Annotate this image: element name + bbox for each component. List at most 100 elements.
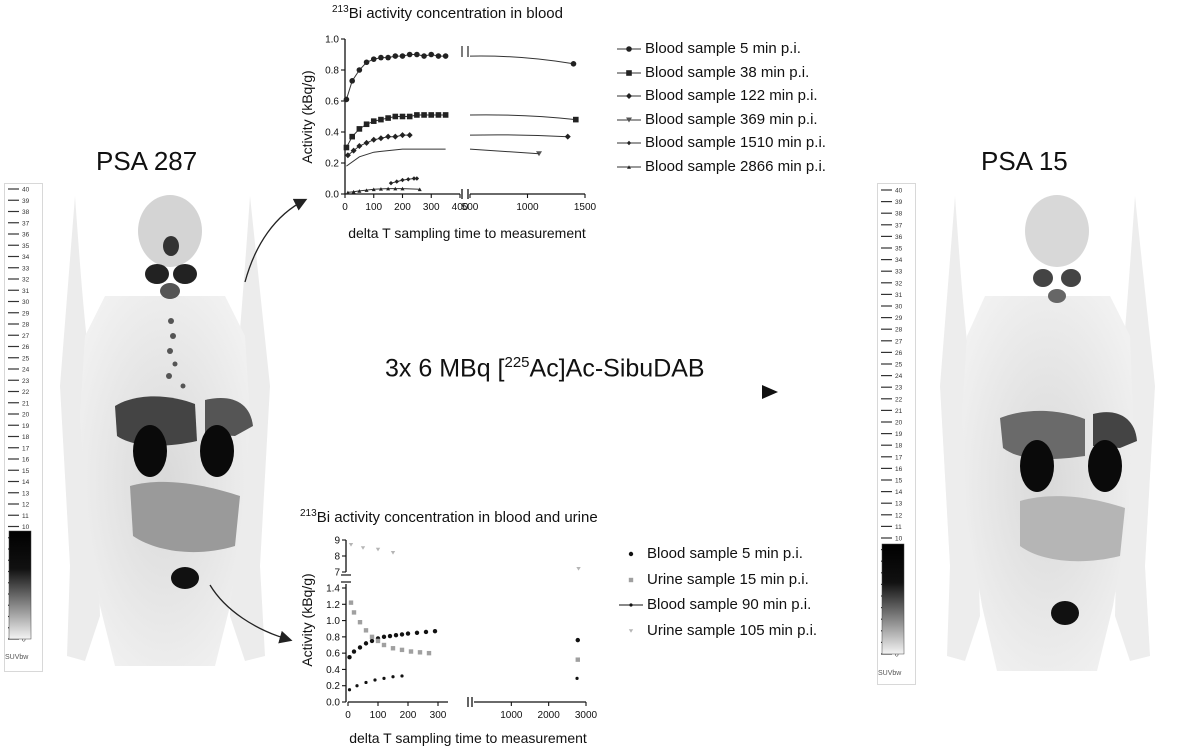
scale-tick-label: 30 — [22, 299, 30, 306]
series-3 — [348, 543, 581, 571]
data-point — [414, 176, 420, 181]
legend-symbol — [626, 93, 632, 100]
y-axis-label: Activity (kBq/g) — [299, 573, 315, 666]
y-tick-label: 0.8 — [326, 632, 340, 643]
data-point — [370, 56, 377, 62]
legend-item: Blood sample 1510 min p.i. — [616, 134, 826, 151]
data-point — [378, 187, 383, 191]
treatment-prefix: 3x 6 MBq [ — [385, 354, 505, 383]
data-point — [423, 629, 429, 635]
scale-tick-label: 40 — [22, 187, 30, 194]
x-tick-label: 3000 — [575, 710, 598, 721]
series-curve — [347, 188, 420, 193]
bottom-chart: 0.0 0.2 0.4 0.6 0.8 1.0 1.2 1.4 7 8 9 0 100 200 300 100… — [299, 536, 598, 747]
scale-tick-label: 0 — [22, 637, 26, 644]
legend-symbol — [629, 603, 633, 607]
y-axis-label: Activity (kBq/g) — [300, 70, 315, 163]
legend-label: Blood sample 90 min p.i. — [647, 596, 812, 613]
data-point — [357, 189, 362, 193]
data-point — [399, 132, 406, 139]
left-patient-label: PSA 287 — [96, 146, 198, 176]
data-point — [347, 655, 352, 660]
data-point — [351, 649, 357, 654]
scale-tick-label: 28 — [895, 327, 903, 334]
data-point — [369, 638, 375, 644]
arrow-to-top-chart — [244, 198, 308, 283]
data-point — [392, 53, 399, 59]
data-point — [377, 135, 384, 142]
data-point — [369, 634, 375, 640]
scale-tick-label: 26 — [895, 350, 903, 357]
series-0 — [347, 628, 580, 660]
scale-tick-label: 31 — [895, 292, 903, 299]
legend-marker — [617, 46, 641, 52]
scale-tick-label: 38 — [895, 211, 903, 218]
data-point — [390, 646, 396, 651]
scale-tick-label: 13 — [22, 490, 30, 497]
y-tick-label: 0.0 — [326, 698, 340, 709]
data-point — [387, 633, 393, 639]
right-patient-label: PSA 15 — [981, 146, 1068, 176]
x-tick-label: 200 — [394, 202, 411, 213]
left-suv-scale: 40 39 38 37 36 35 34 33 32 31 30 29 28 27 26 25 24 23 22 21… — [4, 183, 43, 672]
bottom-chart-title-text: Bi activity concentration in blood and u… — [316, 509, 598, 526]
data-point — [399, 632, 405, 637]
scale-tick-label: 35 — [895, 246, 903, 253]
bottom-chart-axes: 0.0 0.2 0.4 0.6 0.8 1.0 1.2 1.4 7 8 9 0 100 200 300 100… — [299, 536, 598, 747]
data-point — [349, 133, 355, 140]
x-tick-label: 0 — [342, 202, 348, 213]
scale-tick-label: 26 — [22, 344, 30, 351]
data-point — [385, 133, 392, 140]
scale-tick-label: 17 — [22, 445, 30, 452]
bottom-chart-title-sup: 213 — [300, 508, 317, 519]
data-point — [575, 637, 580, 643]
legend-item: Urine sample 105 min p.i. — [618, 622, 817, 639]
legend-symbol — [626, 46, 632, 52]
data-point — [378, 116, 384, 123]
scale-tick-label: 17 — [895, 454, 903, 461]
data-point — [381, 634, 387, 640]
data-point — [370, 118, 377, 124]
scale-tick-label: 24 — [22, 367, 30, 374]
scale-tick-label: 37 — [895, 222, 903, 229]
legend-item: Blood sample 122 min p.i. — [616, 87, 818, 104]
x-tick-label: 1500 — [574, 202, 597, 213]
scale-tick-label: 21 — [895, 408, 903, 415]
scale-tick-label: 25 — [895, 362, 903, 369]
legend-item: Blood sample 38 min p.i. — [616, 64, 809, 81]
scale-tick-label: 14 — [22, 479, 30, 486]
data-point — [421, 53, 427, 59]
x-tick-label: 1000 — [516, 202, 539, 213]
scale-tick-label: 33 — [895, 269, 903, 276]
data-point — [363, 59, 370, 66]
legend-label: Blood sample 369 min p.i. — [645, 110, 818, 128]
legend-label: Blood sample 5 min p.i. — [647, 545, 803, 562]
data-point — [570, 61, 577, 67]
y-tick-label-upper: 8 — [334, 552, 340, 563]
data-point — [435, 53, 442, 59]
data-point — [373, 678, 377, 682]
data-point — [375, 547, 381, 552]
legend-label: Blood sample 2866 min p.i. — [645, 157, 826, 175]
scale-tick-label: 39 — [895, 199, 903, 206]
data-point — [386, 186, 391, 191]
data-point — [414, 630, 420, 635]
data-point — [381, 642, 387, 648]
scale-tick-label: 25 — [22, 355, 30, 362]
x-tick-label: 300 — [423, 202, 440, 213]
scale-tick-label: 38 — [22, 209, 30, 216]
top-chart-title-sup: 213 — [332, 4, 349, 15]
y-tick-label: 0.4 — [325, 128, 339, 139]
legend-marker — [628, 628, 634, 633]
legend-label: Blood sample 38 min p.i. — [645, 63, 810, 81]
data-point — [385, 54, 391, 61]
left-scale-ticks: 40 39 38 37 36 35 34 33 32 31 30 29 28 27 26 25 24 23 22 21… — [8, 187, 30, 644]
y-tick-label: 0.0 — [325, 190, 339, 201]
data-point — [408, 649, 414, 654]
legend-marker — [617, 93, 641, 100]
legend-item: Urine sample 15 min p.i. — [618, 571, 809, 588]
data-point — [442, 53, 449, 59]
data-point — [421, 112, 427, 118]
data-point — [576, 567, 581, 571]
